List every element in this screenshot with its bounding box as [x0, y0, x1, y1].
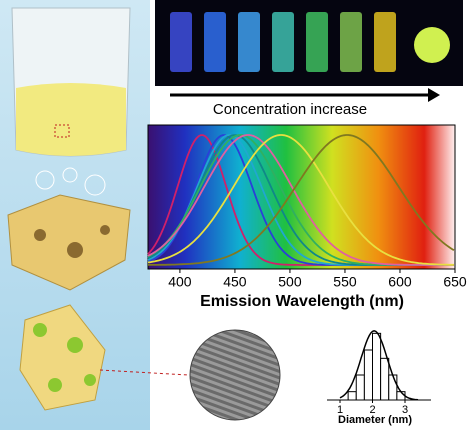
- bubble: [84, 174, 106, 196]
- dot: [84, 374, 96, 386]
- pore: [67, 242, 83, 258]
- hist-bar: [363, 349, 373, 401]
- powder: [414, 27, 450, 63]
- hist-bar: [388, 374, 398, 401]
- arrow-label: Concentration increase: [213, 101, 367, 118]
- hist-x-tick-label: 2: [369, 404, 375, 416]
- x-tick-label: 500: [278, 274, 302, 290]
- bubble: [35, 170, 55, 190]
- arrow-head: [428, 88, 440, 102]
- spectrum-curve: [147, 134, 454, 266]
- hist-x-tick-label: 1: [337, 404, 343, 416]
- dot: [48, 378, 62, 392]
- x-tick-label: 600: [388, 274, 412, 290]
- x-tick-label: 400: [168, 274, 192, 290]
- hist-x-tick-label: 3: [402, 404, 408, 416]
- x-tick-label: 650: [443, 274, 467, 290]
- solution: [16, 83, 126, 156]
- hist-bar: [347, 391, 357, 401]
- x-tick-label: 450: [223, 274, 247, 290]
- zoom-box: [54, 124, 70, 138]
- dot: [67, 337, 83, 353]
- vial: [272, 12, 294, 72]
- hist-bar: [372, 332, 382, 401]
- pore: [34, 229, 46, 241]
- vial: [204, 12, 226, 72]
- tem-image: [189, 329, 281, 421]
- pore: [100, 225, 110, 235]
- bubble: [62, 167, 78, 183]
- vial: [306, 12, 328, 72]
- zoom-arrow: [99, 369, 189, 376]
- fit-curve: [339, 330, 419, 401]
- vial: [238, 12, 260, 72]
- vial: [170, 12, 192, 72]
- vial: [340, 12, 362, 72]
- dot: [33, 323, 47, 337]
- hist-bar: [380, 357, 390, 401]
- hist-x-label: Diameter (nm): [338, 414, 412, 426]
- porous-block: [7, 194, 131, 291]
- x-tick-label: 550: [333, 274, 357, 290]
- vial: [374, 12, 396, 72]
- spectrum-curve: [147, 134, 454, 266]
- x-axis-label: Emission Wavelength (nm): [200, 293, 404, 310]
- spectrum-curve: [148, 134, 455, 266]
- hist-bar: [355, 374, 365, 401]
